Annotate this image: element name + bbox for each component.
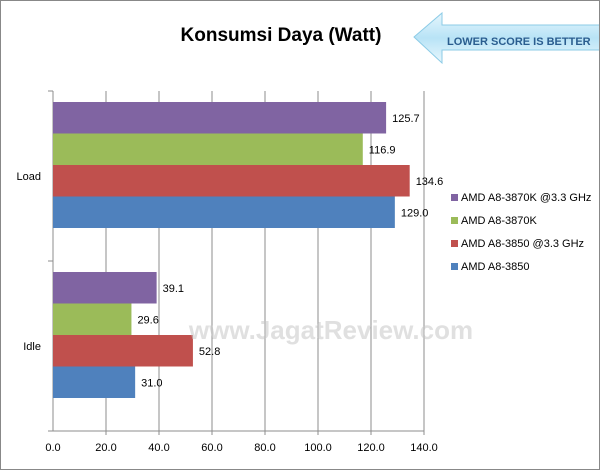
bar — [53, 335, 193, 367]
arrow-label: LOWER SCORE IS BETTER — [447, 36, 591, 48]
x-tick-label: 140.0 — [410, 442, 438, 454]
legend-label: AMD A8-3850 — [461, 261, 529, 273]
legend-swatch — [451, 217, 458, 224]
watermark: www.JagatReview.com — [188, 315, 473, 345]
bar — [53, 196, 395, 228]
x-tick-label: 100.0 — [304, 442, 332, 454]
legend-label: AMD A8-3850 @3.3 GHz — [461, 238, 584, 250]
category-label: Idle — [23, 341, 41, 353]
legend-swatch — [451, 263, 458, 270]
bar — [53, 366, 136, 398]
x-tick-label: 20.0 — [95, 442, 116, 454]
bar — [53, 272, 157, 304]
bar — [53, 303, 132, 335]
bar — [53, 165, 410, 197]
x-tick-label: 120.0 — [357, 442, 385, 454]
data-label: 31.0 — [141, 377, 162, 389]
x-tick-label: 0.0 — [45, 442, 60, 454]
category-label: Load — [17, 171, 41, 183]
bar — [53, 133, 363, 165]
x-tick-label: 80.0 — [254, 442, 275, 454]
data-label: 52.8 — [199, 346, 220, 358]
data-label: 134.6 — [416, 176, 444, 188]
legend-swatch — [451, 194, 458, 201]
data-label: 125.7 — [392, 113, 420, 125]
bar — [53, 102, 387, 134]
data-label: 116.9 — [369, 144, 396, 156]
legend-label: AMD A8-3870K — [461, 215, 537, 227]
legend-swatch — [451, 240, 458, 247]
data-label: 129.0 — [401, 207, 429, 219]
x-tick-label: 60.0 — [201, 442, 222, 454]
data-label: 29.6 — [137, 314, 158, 326]
data-label: 39.1 — [163, 283, 184, 295]
chart-title: Konsumsi Daya (Watt) — [180, 25, 382, 46]
legend-label: AMD A8-3870K @3.3 GHz — [461, 192, 591, 204]
arrow-shape — [413, 11, 599, 65]
x-tick-label: 40.0 — [148, 442, 169, 454]
